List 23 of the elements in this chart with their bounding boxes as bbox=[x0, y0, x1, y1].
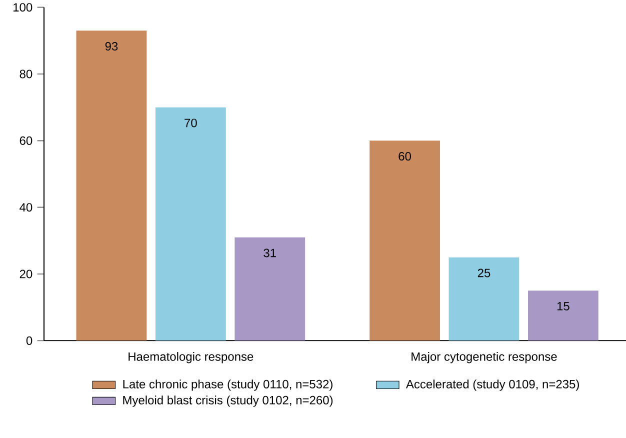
data-label: 60 bbox=[398, 152, 412, 161]
bar bbox=[155, 107, 226, 341]
bar bbox=[528, 290, 598, 341]
bar bbox=[370, 140, 440, 341]
bar bbox=[76, 30, 147, 341]
data-label: 15 bbox=[557, 302, 570, 310]
data-label: 93 bbox=[105, 42, 118, 51]
y-tick-label: 100 bbox=[14, 3, 32, 12]
y-tick-label: 20 bbox=[20, 270, 32, 278]
bar bbox=[234, 237, 306, 341]
bar bbox=[448, 257, 520, 341]
y-tick-label: 40 bbox=[20, 203, 32, 212]
x-tick-label: Haematologic response bbox=[128, 352, 254, 364]
legend-label: Myeloid blast crisis (study 0102, n=260) bbox=[123, 396, 333, 407]
legend-label: Late chronic phase (study 0110, n=532) bbox=[123, 380, 332, 391]
y-tick-label: 0 bbox=[26, 336, 32, 345]
data-label: 31 bbox=[264, 248, 276, 258]
legend-label: Accelerated (study 0109, n=235) bbox=[406, 380, 579, 391]
data-label: 25 bbox=[478, 268, 490, 278]
data-label: 70 bbox=[184, 118, 197, 128]
x-tick-label: Major cytogenetic response bbox=[412, 352, 557, 364]
y-tick-label: 80 bbox=[20, 70, 32, 78]
y-tick-label: 60 bbox=[20, 136, 32, 145]
